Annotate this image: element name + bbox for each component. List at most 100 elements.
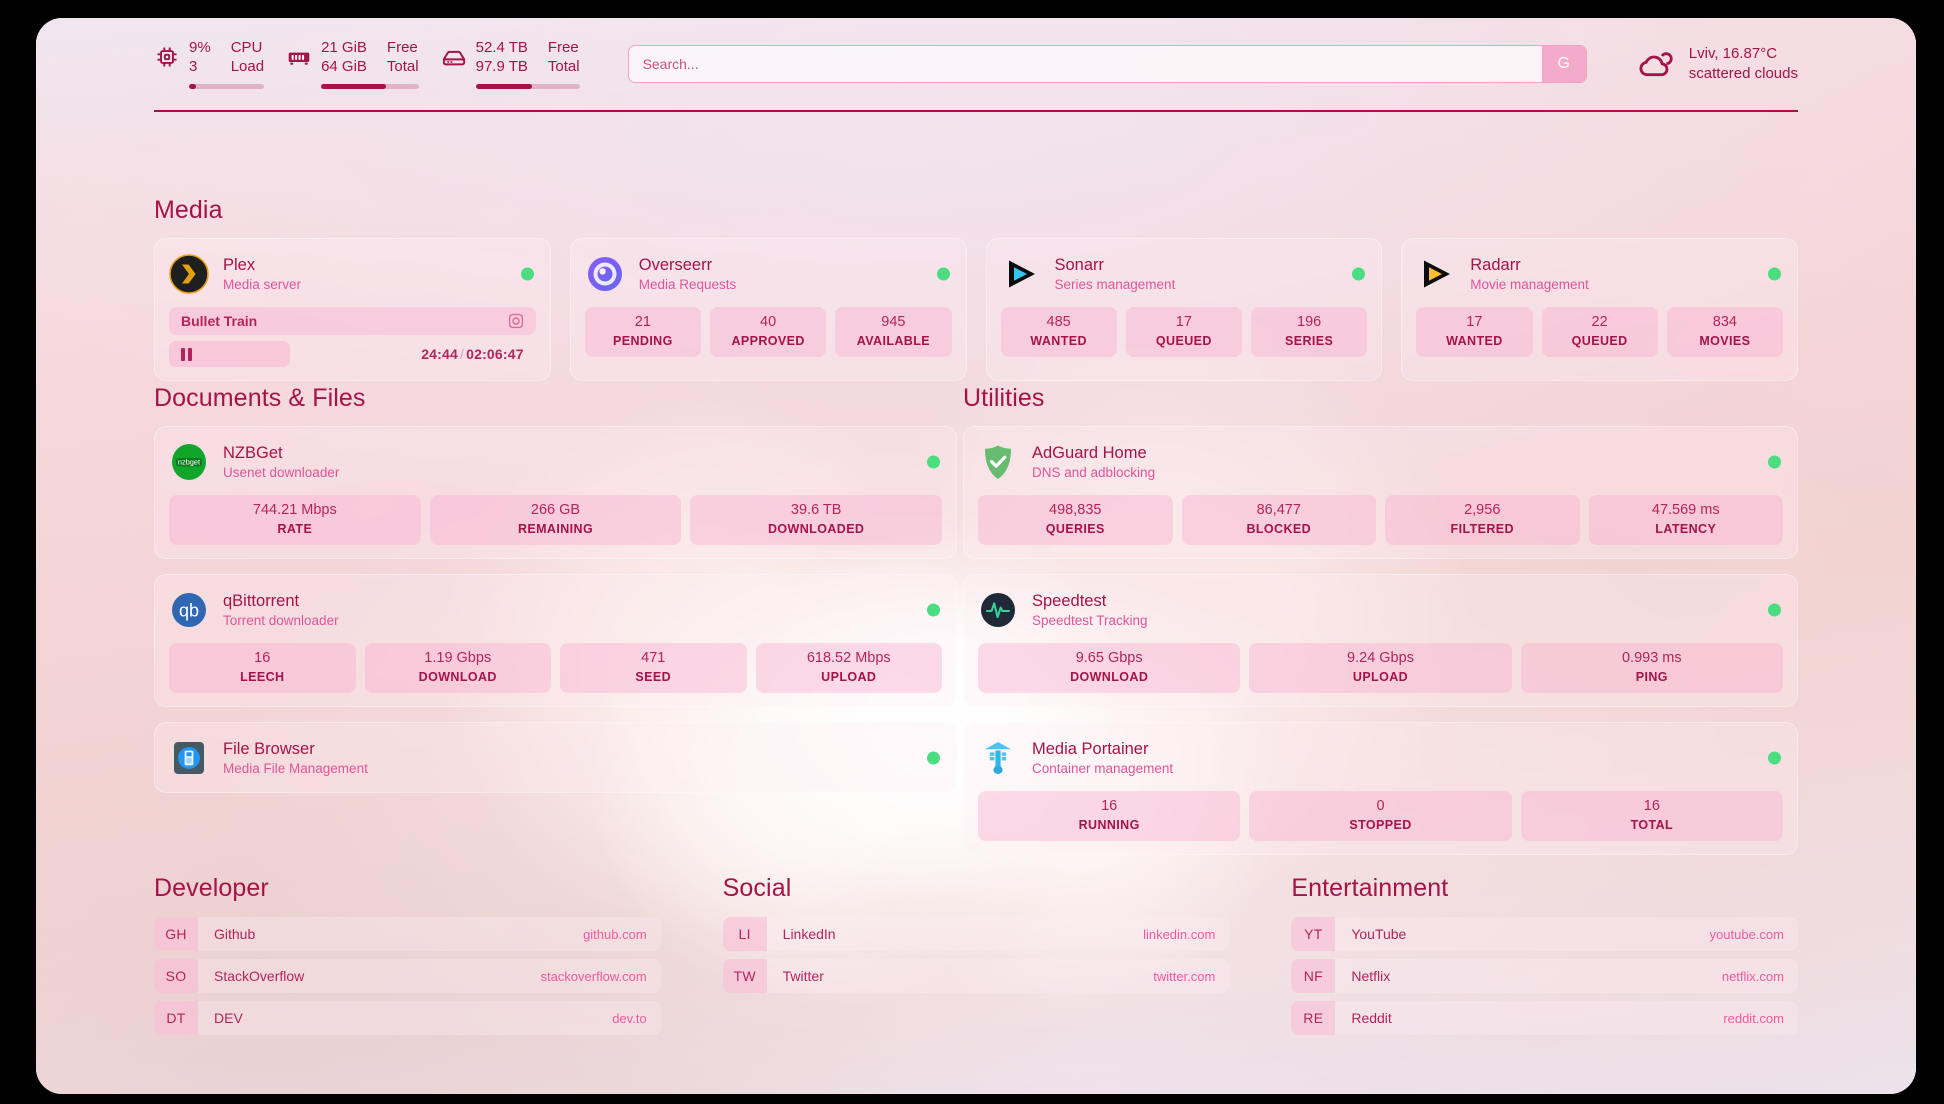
stat-label: RUNNING: [1078, 817, 1140, 832]
stat-label: WANTED: [1446, 333, 1503, 348]
stat-filtered: 2,956 FILTERED: [1385, 495, 1580, 546]
stat-label: WANTED: [1030, 333, 1087, 348]
bookmark-name: YouTube: [1351, 926, 1407, 942]
stat-value: 945: [881, 314, 906, 330]
bookmark-name: Netflix: [1351, 968, 1391, 984]
service-subtitle: DNS and adblocking: [1032, 464, 1156, 480]
status-indicator-online: [936, 267, 950, 281]
bookmark-name: Twitter: [782, 968, 824, 984]
stat-label: PENDING: [612, 333, 673, 348]
service-name: Sonarr: [1054, 255, 1105, 274]
bookmark-item-github[interactable]: GH Github github.com: [154, 917, 661, 951]
weather-widget[interactable]: Lviv, 16.87°C scattered clouds: [1635, 44, 1798, 85]
stat-label: FILTERED: [1450, 521, 1514, 536]
memory-usage-widget[interactable]: 21 GiB 64 GiB Free Total: [286, 39, 419, 89]
cpu-icon: [154, 44, 180, 70]
service-card-sonarr[interactable]: Sonarr Series management 485 WANTED 17 Q…: [985, 238, 1383, 381]
stat-label: QUERIES: [1045, 521, 1105, 536]
service-stats: 21 PENDING 40 APPROVED 945 AVAILABLE: [584, 307, 952, 358]
bookmark-item-youtube[interactable]: YT YouTube youtube.com: [1291, 917, 1798, 951]
stat-label: DOWNLOADED: [768, 521, 865, 536]
service-name: AdGuard Home: [1032, 443, 1147, 462]
stat-series: 196 SERIES: [1251, 307, 1368, 358]
now-playing-title: Bullet Train: [181, 313, 258, 329]
service-card-adguard-home[interactable]: AdGuard Home DNS and adblocking 498,835 …: [963, 426, 1798, 560]
weather-description: scattered clouds: [1688, 65, 1798, 82]
cast-icon[interactable]: [508, 313, 524, 329]
service-name: Plex: [223, 255, 256, 274]
stat-label: UPLOAD: [1352, 669, 1409, 684]
stat-value: 0: [1376, 798, 1385, 815]
bookmark-name: LinkedIn: [782, 926, 836, 942]
playback-time: 24:44/02:06:47: [421, 346, 536, 362]
memory-icon: [286, 44, 312, 70]
stat-label: DOWNLOAD: [1070, 669, 1149, 684]
service-card-media-portainer[interactable]: Media Portainer Container management 16 …: [963, 722, 1798, 856]
service-card-overseerr[interactable]: Overseerr Media Requests 21 PENDING 40 A…: [569, 238, 967, 381]
service-name: qBittorrent: [223, 591, 300, 610]
service-subtitle: Usenet downloader: [223, 464, 340, 480]
search-box[interactable]: G: [627, 45, 1587, 83]
section-title-utilities: Utilities: [963, 384, 1045, 412]
search-input[interactable]: [628, 46, 1542, 82]
bookmark-item-linkedin[interactable]: LI LinkedIn linkedin.com: [722, 917, 1230, 951]
stat-label: MOVIES: [1699, 333, 1751, 348]
stat-blocked: 86,477 BLOCKED: [1181, 495, 1376, 546]
memory-total-label: Total: [386, 58, 419, 75]
bookmark-item-netflix[interactable]: NF Netflix netflix.com: [1291, 959, 1798, 993]
service-card-nzbget[interactable]: nzbget NZBGet Usenet downloader 744.21 M…: [154, 426, 957, 560]
stat-value: 485: [1046, 314, 1071, 330]
service-name: Radarr: [1470, 255, 1521, 274]
status-indicator-online: [1352, 267, 1366, 281]
svg-text:qb: qb: [179, 601, 199, 621]
disk-usage-widget[interactable]: 52.4 TB 97.9 TB Free Total: [441, 39, 580, 89]
stat-value: 22: [1591, 314, 1608, 330]
dashboard-window: 9% 3 CPU Load: [36, 18, 1916, 1094]
portainer-icon: [978, 738, 1018, 778]
speedtest-icon: [978, 590, 1018, 630]
stat-value: 39.6 TB: [790, 502, 842, 518]
stat-label: PING: [1635, 669, 1668, 684]
service-name: File Browser: [223, 739, 315, 758]
service-subtitle: Media File Management: [223, 761, 368, 777]
bookmark-item-dev[interactable]: DT DEV dev.to: [154, 1001, 661, 1035]
playback-separator: /: [460, 346, 465, 362]
svg-text:nzbget: nzbget: [178, 457, 200, 466]
stat-downloaded: 39.6 TB DOWNLOADED: [690, 495, 943, 546]
bookmark-item-twitter[interactable]: TW Twitter twitter.com: [722, 959, 1230, 993]
status-indicator-online: [520, 267, 534, 281]
status-indicator-online: [1768, 751, 1781, 765]
bookmark-group-entertainment: Entertainment YT YouTube youtube.com NF …: [1291, 874, 1798, 1035]
status-indicator-online: [1768, 455, 1781, 469]
cloud-icon: [1635, 44, 1675, 84]
disk-free-value: 52.4 TB: [475, 39, 528, 57]
stat-label: RATE: [277, 521, 313, 536]
bookmark-item-reddit[interactable]: RE Reddit reddit.com: [1291, 1001, 1798, 1035]
stat-value: 21: [634, 314, 651, 330]
section-title-media: Media: [154, 196, 223, 224]
search-engine-button[interactable]: G: [1541, 46, 1586, 82]
service-card-qbittorrent[interactable]: qb qBittorrent Torrent downloader 16 LEE…: [154, 574, 957, 708]
service-card-file-browser[interactable]: File Browser Media File Management: [154, 722, 957, 794]
disk-usage-bar: [475, 83, 580, 89]
stat-value: 40: [760, 314, 777, 330]
pause-icon[interactable]: [181, 347, 192, 361]
status-indicator-online: [927, 751, 940, 765]
service-card-radarr[interactable]: Radarr Movie management 17 WANTED 22 QUE…: [1401, 238, 1798, 381]
bookmark-item-stackoverflow[interactable]: SO StackOverflow stackoverflow.com: [154, 959, 661, 993]
dashboard-content: 9% 3 CPU Load: [36, 18, 1916, 1094]
stat-value: 618.52 Mbps: [806, 650, 891, 667]
memory-free-label: Free: [386, 39, 418, 57]
media-card-grid: Plex Media server Bullet Train: [154, 238, 1798, 381]
bookmark-url: stackoverflow.com: [540, 968, 647, 984]
stat-wanted: 17 WANTED: [1416, 307, 1533, 358]
weather-location-temp: Lviv, 16.87°C: [1688, 44, 1778, 62]
stat-value: 471: [641, 650, 666, 667]
stat-label: STOPPED: [1349, 817, 1412, 832]
service-card-speedtest[interactable]: Speedtest Speedtest Tracking 9.65 Gbps D…: [963, 574, 1798, 708]
cpu-usage-widget[interactable]: 9% 3 CPU Load: [154, 39, 265, 89]
stat-download: 1.19 Gbps DOWNLOAD: [364, 643, 551, 694]
service-card-plex[interactable]: Plex Media server Bullet Train: [154, 238, 551, 381]
stat-seed: 471 SEED: [560, 643, 747, 694]
stat-label: LEECH: [240, 669, 285, 684]
